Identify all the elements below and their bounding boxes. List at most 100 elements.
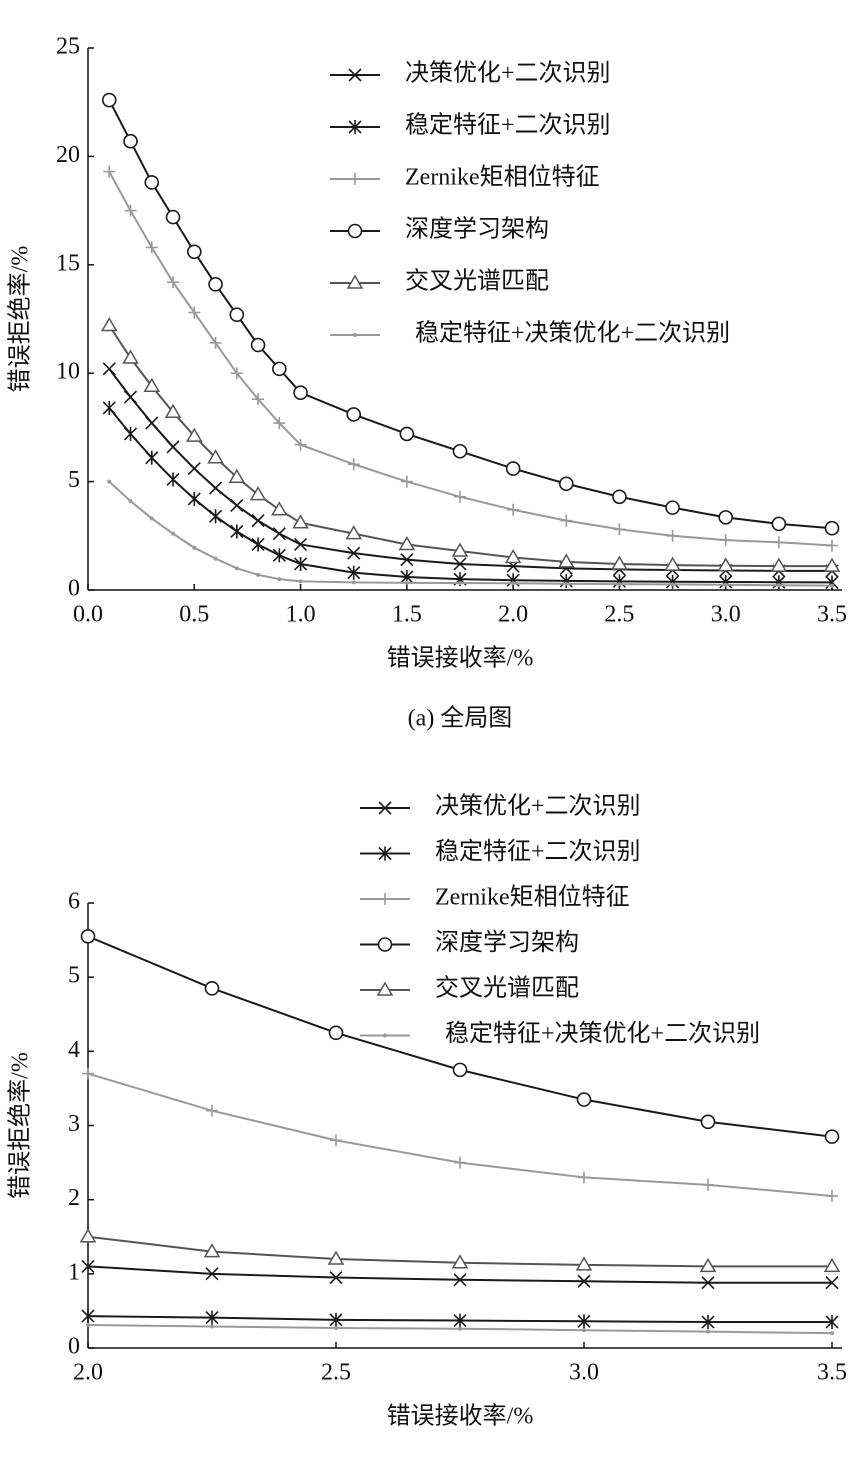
marker-shape <box>185 427 203 442</box>
marker-shape <box>824 1129 840 1144</box>
marker-stroke <box>208 481 223 495</box>
data-point <box>330 1134 342 1147</box>
data-point <box>612 489 627 505</box>
data-point <box>613 523 626 536</box>
data-point <box>666 574 680 589</box>
marker-stroke <box>205 1267 219 1281</box>
y-tick-label: 6 <box>68 889 80 915</box>
legend-entry: 稳定特征+决策优化+二次识别 <box>330 320 730 347</box>
data-point <box>400 553 414 567</box>
legend-entry: Zernike矩相位特征 <box>330 164 600 191</box>
marker-shape <box>213 556 218 561</box>
data-point <box>187 491 201 506</box>
data-point <box>557 553 575 568</box>
marker-stroke <box>123 390 138 404</box>
marker-stroke <box>251 514 265 528</box>
marker-stroke <box>825 1276 839 1290</box>
data-point <box>123 133 138 149</box>
x-tick-label: 2.0 <box>73 1360 103 1386</box>
data-point <box>560 514 573 527</box>
data-point <box>192 545 197 550</box>
y-tick-label: 4 <box>68 1037 80 1063</box>
marker-shape <box>256 572 261 577</box>
data-point <box>824 1129 840 1144</box>
data-point <box>701 1315 715 1330</box>
marker-shape <box>575 1256 593 1271</box>
marker-shape <box>830 583 834 588</box>
data-point <box>453 557 467 571</box>
data-point <box>451 1254 469 1269</box>
x-tick-label: 2.0 <box>498 602 528 628</box>
data-point <box>204 980 220 996</box>
data-point <box>666 529 679 542</box>
marker-shape <box>612 489 627 505</box>
data-point <box>81 1259 95 1273</box>
series-line <box>108 480 833 587</box>
data-point <box>82 1067 94 1080</box>
marker-shape <box>123 133 138 149</box>
marker-shape <box>557 553 575 568</box>
data-point <box>122 349 139 364</box>
data-point <box>452 443 468 459</box>
marker-stroke <box>187 462 201 476</box>
marker-shape <box>228 468 246 484</box>
data-point <box>145 416 159 430</box>
data-point <box>770 557 788 572</box>
legend-label: Zernike矩相位特征 <box>435 884 630 911</box>
marker-shape <box>229 307 245 322</box>
x-tick-label: 0.0 <box>73 602 103 628</box>
data-point <box>292 514 309 529</box>
marker-shape <box>823 1257 841 1273</box>
legend-entry: 决策优化+二次识别 <box>360 793 641 820</box>
x-tick-label: 2.5 <box>604 602 634 628</box>
data-point <box>166 440 180 454</box>
data-point <box>298 579 303 584</box>
data-point <box>830 1331 834 1336</box>
data-point <box>451 542 469 557</box>
series-line <box>108 171 833 547</box>
marker-shape <box>771 516 787 532</box>
y-tick-label: 0 <box>68 1334 80 1360</box>
y-tick-label: 5 <box>68 963 80 989</box>
legend-label: 深度学习架构 <box>435 929 579 956</box>
data-point <box>699 1257 717 1273</box>
legend-entry: 稳定特征+二次识别 <box>360 838 641 865</box>
data-point <box>706 1329 710 1334</box>
legend-label: 交叉光谱匹配 <box>435 975 579 1002</box>
data-point <box>250 337 266 353</box>
marker-shape <box>399 426 415 442</box>
caption: (a) 全局图 <box>408 705 513 732</box>
data-point <box>825 1315 839 1330</box>
legend-label: 稳定特征+决策优化+二次识别 <box>445 1020 760 1047</box>
data-point <box>251 537 265 552</box>
marker-shape <box>250 337 266 353</box>
data-point <box>825 1276 839 1290</box>
marker-shape <box>143 377 161 392</box>
x-tick-label: 2.5 <box>321 1360 351 1386</box>
data-point <box>454 490 466 503</box>
data-point <box>458 581 462 586</box>
x-tick-label: 3.5 <box>817 602 847 628</box>
marker-shape <box>292 514 309 529</box>
data-point <box>81 1309 95 1324</box>
data-point <box>271 501 288 516</box>
marker-shape <box>770 557 788 572</box>
data-point <box>776 583 781 588</box>
marker-shape <box>298 579 303 584</box>
marker-shape <box>101 92 117 108</box>
marker-shape <box>558 476 574 492</box>
legend-entry: 深度学习架构 <box>360 929 579 956</box>
data-point <box>823 557 841 572</box>
marker-shape <box>383 1033 387 1038</box>
data-point <box>453 1313 467 1328</box>
data-point <box>256 572 261 577</box>
data-point <box>272 548 286 563</box>
marker-shape <box>192 545 197 550</box>
y-tick-label: 2 <box>68 1185 80 1211</box>
data-point <box>101 92 117 108</box>
marker-shape <box>377 937 393 952</box>
data-point <box>230 367 243 380</box>
marker-shape <box>86 1323 90 1328</box>
data-point <box>166 472 180 487</box>
marker-shape <box>347 223 363 239</box>
